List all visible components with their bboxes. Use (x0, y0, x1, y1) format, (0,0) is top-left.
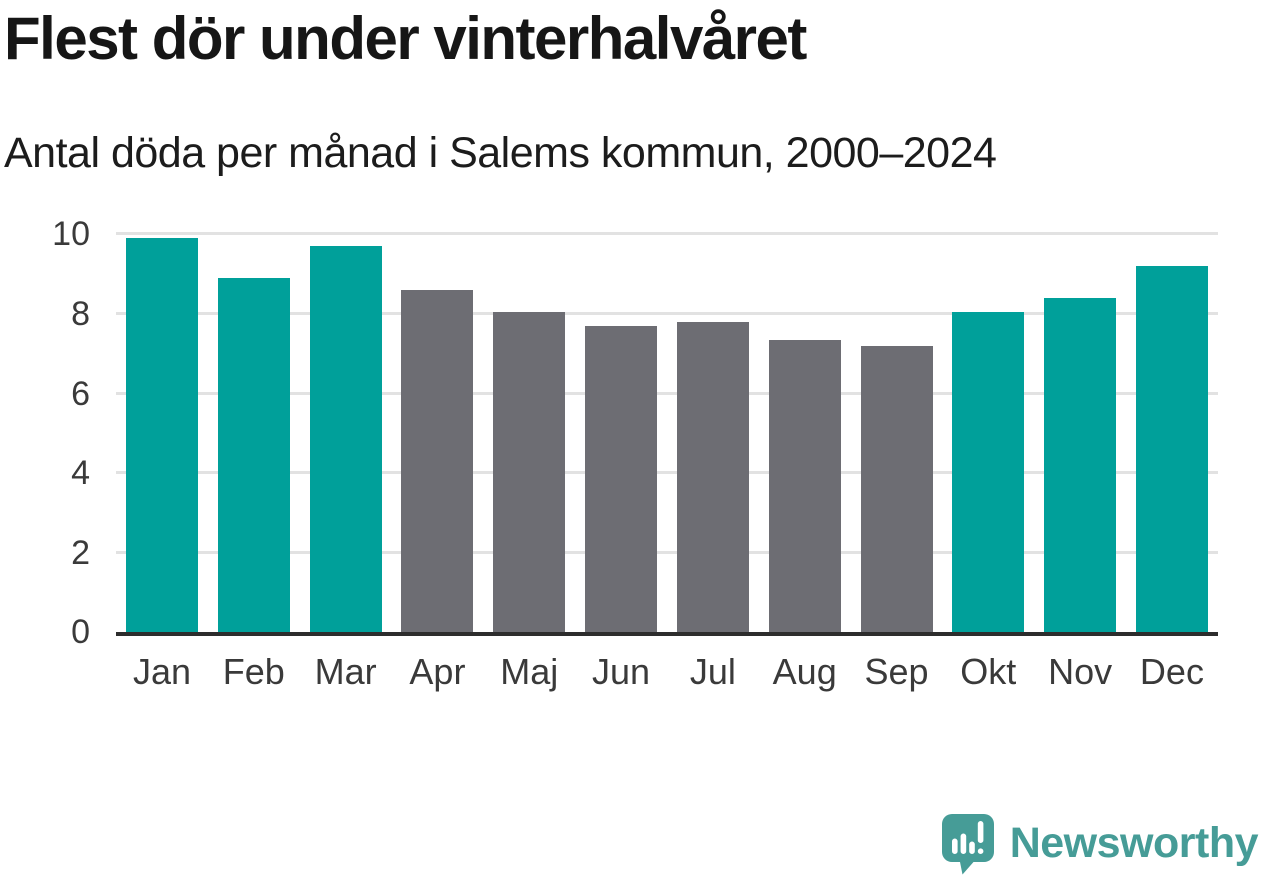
chart-header: Flest dör under vinterhalvåret Antal död… (0, 0, 1262, 178)
x-tick-label-dec: Dec (1139, 651, 1204, 693)
y-tick-label-0: 0 (71, 613, 90, 652)
bar-nov (1044, 298, 1117, 633)
gridline-6 (116, 391, 1218, 395)
x-tick-label-sep: Sep (864, 651, 929, 693)
y-tick-label-2: 2 (71, 533, 90, 572)
bar-maj (493, 312, 566, 633)
y-tick-label-10: 10 (52, 215, 90, 254)
x-tick-label-feb: Feb (222, 651, 285, 693)
gridline-10 (116, 232, 1218, 236)
bar-jul (676, 322, 749, 633)
x-tick-label-okt: Okt (960, 651, 1017, 693)
bar-aug (768, 339, 841, 633)
gridline-2 (116, 550, 1218, 554)
y-axis: 0 2 4 6 8 10 (0, 217, 116, 649)
y-tick-label-6: 6 (71, 374, 90, 413)
x-tick-label-mar: Mar (314, 651, 377, 693)
bar-apr (401, 290, 474, 633)
x-tick-label-nov: Nov (1048, 651, 1113, 693)
brand-wordmark: Newsworthy (1009, 819, 1259, 867)
bar-feb (217, 278, 290, 633)
x-tick-label-maj: Maj (500, 651, 559, 693)
bar-mar (309, 246, 382, 633)
bars-container (116, 234, 1218, 633)
x-tick-label-jan: Jan (132, 651, 192, 693)
x-axis-labels: Jan Feb Mar Apr Maj Jun Jul Aug Sep Okt Nov Dec (116, 650, 1218, 693)
x-axis-line (116, 632, 1218, 637)
bar-jan (126, 238, 198, 633)
newsworthy-logo-icon (941, 814, 994, 875)
x-tick-label-jul: Jul (689, 651, 736, 693)
chart-title: Flest dör under vinterhalvåret (4, 5, 807, 72)
y-tick-label-8: 8 (71, 295, 90, 334)
bar-sep (860, 345, 933, 633)
bar-chart: 0 2 4 6 8 10 Jan Feb Mar Apr Maj Jun Jul Aug Sep Okt No… (0, 217, 1262, 693)
chart-subtitle: Antal döda per månad i Salems kommun, 20… (4, 129, 997, 177)
bar-dec (1135, 266, 1208, 633)
y-tick-label-4: 4 (71, 454, 90, 493)
plot-area (116, 232, 1218, 637)
bar-okt (952, 312, 1025, 633)
gridline-4 (116, 471, 1218, 475)
gridline-8 (116, 312, 1218, 316)
bar-jun (585, 325, 658, 633)
x-tick-label-aug: Aug (772, 651, 837, 693)
plot-column: Jan Feb Mar Apr Maj Jun Jul Aug Sep Okt Nov Dec (116, 232, 1218, 693)
brand-footer: Newsworthy (940, 812, 1259, 875)
x-tick-label-apr: Apr (409, 651, 466, 693)
x-tick-label-jun: Jun (592, 651, 651, 693)
